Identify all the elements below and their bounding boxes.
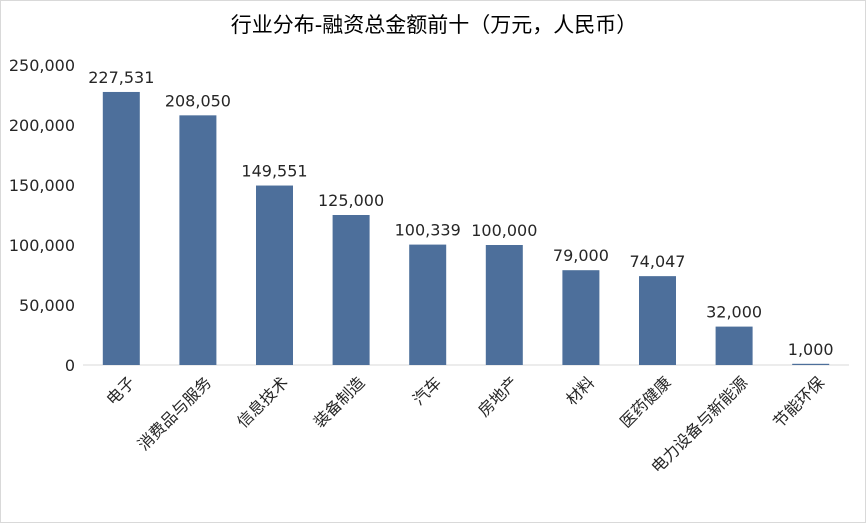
data-label: 1,000	[788, 340, 834, 359]
data-labels: 227,531 208,050 149,551 125,000 100,339 100,0…	[88, 68, 833, 359]
y-tick-label: 200,000	[9, 116, 75, 135]
bar-series	[102, 91, 830, 365]
bar	[562, 270, 600, 365]
x-tick-label: 装备制造	[310, 373, 369, 432]
x-tick-label: 节能环保	[769, 373, 828, 432]
bar	[102, 91, 140, 365]
bar	[179, 115, 217, 365]
data-label: 100,000	[471, 221, 537, 240]
bar	[485, 245, 523, 365]
x-tick-label: 信息技术	[233, 373, 292, 432]
data-label: 208,050	[165, 91, 231, 110]
chart-title: 行业分布-融资总金额前十（万元，人民币）	[230, 13, 638, 37]
x-tick-label: 房地产	[474, 373, 521, 420]
data-label: 79,000	[553, 246, 609, 265]
bar	[332, 215, 370, 365]
bar	[409, 244, 447, 365]
y-tick-label: 250,000	[9, 56, 75, 75]
bar	[256, 185, 293, 365]
data-label: 125,000	[318, 191, 384, 210]
y-tick-label: 50,000	[19, 296, 75, 315]
data-label: 74,047	[630, 252, 686, 271]
x-tick-label: 汽车	[409, 373, 445, 409]
data-label: 100,339	[395, 221, 461, 240]
bar	[792, 363, 830, 365]
bar	[639, 276, 676, 365]
data-label: 149,551	[241, 162, 307, 181]
x-tick-label: 医药健康	[616, 373, 675, 432]
x-tick-label: 消费品与服务	[134, 373, 215, 454]
data-label: 32,000	[706, 303, 762, 322]
y-tick-label: 150,000	[9, 176, 75, 195]
x-tick-label: 材料	[562, 373, 598, 409]
y-axis: 0 50,000 100,000 150,000 200,000 250,000	[9, 56, 75, 375]
y-tick-label: 0	[65, 356, 75, 375]
x-tick-label: 电子	[103, 373, 139, 409]
data-label: 227,531	[88, 68, 154, 87]
bar	[715, 326, 753, 365]
y-tick-label: 100,000	[9, 236, 75, 255]
